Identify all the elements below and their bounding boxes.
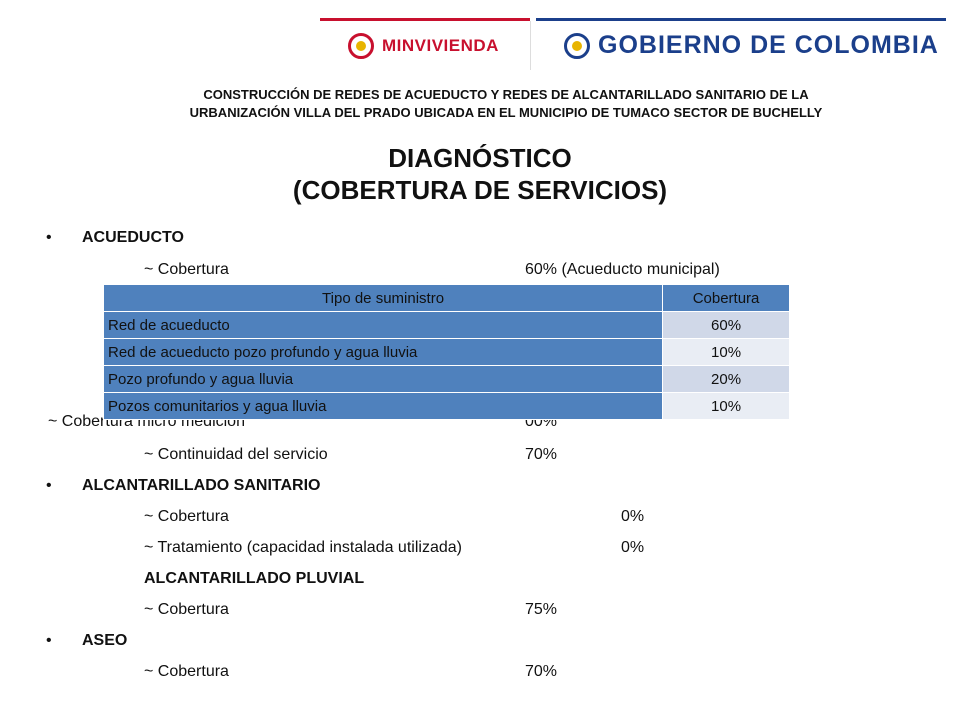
table-row: Pozos comunitarios y agua lluvia 10%: [102, 392, 790, 420]
logo-accent-blue: [536, 18, 946, 21]
section-heading-acueducto: ACUEDUCTO: [82, 229, 184, 246]
minvivienda-text: MINVIVIENDA: [382, 35, 499, 55]
table-cell: 60%: [662, 311, 790, 339]
supply-table: Tipo de suministro Cobertura Red de acue…: [102, 284, 790, 420]
project-title-line2: URBANIZACIÓN VILLA DEL PRADO UBICADA EN …: [189, 105, 823, 120]
project-title-line1: CONSTRUCCIÓN DE REDES DE ACUEDUCTO Y RED…: [203, 87, 809, 102]
bullet-icon: •: [46, 632, 52, 649]
logo-accent-red: [320, 18, 530, 21]
alcantarillado-cobertura-value: 0%: [621, 508, 645, 525]
table-row: Red de acueducto 60%: [102, 311, 790, 339]
aseo-cobertura-label: ~ Cobertura: [144, 663, 229, 680]
gobierno-text: GOBIERNO DE COLOMBIA: [598, 31, 939, 59]
alcantarillado-cobertura-label: ~ Cobertura: [144, 508, 229, 525]
aseo-cobertura-value: 70%: [525, 663, 558, 680]
section-heading-alcantarillado: ALCANTARILLADO SANITARIO: [82, 477, 321, 494]
pluvial-cobertura-value: 75%: [525, 601, 558, 618]
bullet-icon: •: [46, 229, 52, 246]
project-title: CONSTRUCCIÓN DE REDES DE ACUEDUCTO Y RED…: [100, 86, 912, 122]
pluvial-cobertura-label: ~ Cobertura: [144, 601, 229, 618]
table-cell: 20%: [662, 365, 790, 393]
table-header-cell: Cobertura: [662, 284, 790, 312]
table-row: Red de acueducto pozo profundo y agua ll…: [102, 338, 790, 366]
minvivienda-logo: MINVIVIENDA: [320, 21, 531, 70]
table-header-cell: Tipo de suministro: [102, 284, 664, 312]
acueducto-continuidad-label: ~ Continuidad del servicio: [144, 446, 328, 463]
alcantarillado-tratamiento-label: ~ Tratamiento (capacidad instalada utili…: [144, 539, 462, 556]
table-header-row: Tipo de suministro Cobertura: [102, 284, 790, 312]
table-cell: Red de acueducto: [102, 311, 664, 339]
gobierno-logo: GOBIERNO DE COLOMBIA: [536, 21, 946, 70]
acueducto-continuidad-value: 70%: [525, 446, 558, 463]
slide-title-line1: DIAGNÓSTICO: [388, 143, 572, 173]
section-heading-aseo: ASEO: [82, 632, 128, 649]
bullet-icon: •: [46, 477, 52, 494]
coat-of-arms-icon: [348, 32, 374, 59]
table-cell: Red de acueducto pozo profundo y agua ll…: [102, 338, 664, 366]
section-heading-pluvial: ALCANTARILLADO PLUVIAL: [144, 570, 365, 587]
acueducto-cobertura-value: 60% (Acueducto municipal): [525, 261, 720, 278]
slide-title-line2: (COBERTURA DE SERVICIOS): [292, 175, 668, 205]
table-cell: 10%: [662, 338, 790, 366]
table-cell: Pozos comunitarios y agua lluvia: [102, 392, 664, 420]
coat-of-arms-icon: [564, 32, 590, 59]
alcantarillado-tratamiento-value: 0%: [621, 539, 645, 556]
table-row: Pozo profundo y agua lluvia 20%: [102, 365, 790, 393]
slide-title: DIAGNÓSTICO (COBERTURA DE SERVICIOS): [200, 142, 760, 206]
table-cell: 10%: [662, 392, 790, 420]
table-cell: Pozo profundo y agua lluvia: [102, 365, 664, 393]
acueducto-cobertura-label: ~ Cobertura: [144, 261, 229, 278]
logo-bar: MINVIVIENDA GOBIERNO DE COLOMBIA: [320, 18, 946, 70]
